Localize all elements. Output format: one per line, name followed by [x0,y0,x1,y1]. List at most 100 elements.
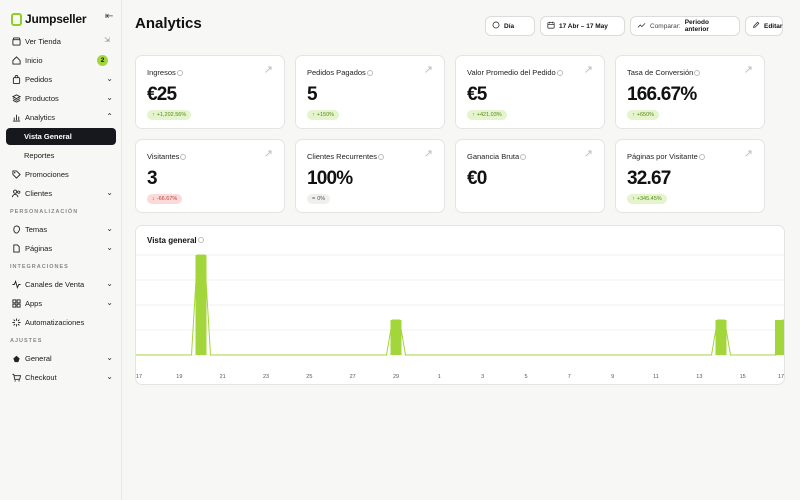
metric-value: 5 [307,84,318,105]
info-icon[interactable] [197,237,204,243]
chart-tick-label: 13 [696,374,702,380]
metric-card-ganancia-bruta[interactable]: Ganancia Bruta ↗ €0 [455,139,605,213]
sidebar-item-clientes[interactable]: Clientes ⌄ [6,185,116,202]
info-icon[interactable] [698,154,705,160]
arrow-up-right-icon[interactable]: ↗ [423,148,433,160]
metric-value: 166.67% [627,84,697,105]
metric-label-wrap: Ganancia Bruta [467,152,527,161]
metric-value: 32.67 [627,168,671,189]
arrow-up-right-icon[interactable]: ↗ [263,148,273,160]
period-label: Día [504,22,515,30]
metric-card-tasa-conversion[interactable]: Tasa de Conversión ↗ 166.67% ↑ +650% [615,55,765,129]
metric-card-pedidos-pagados[interactable]: Pedidos Pagados ↗ 5 ↑ +150% [295,55,445,129]
chart-tick-label: 3 [481,374,484,380]
metric-label: Páginas por Visitante [627,152,698,161]
sidebar-item-label: Páginas [25,244,53,253]
sidebar-item-canales-de-venta[interactable]: Canales de Venta ⌄ [6,276,116,293]
delta-value: +421.03% [476,112,502,118]
sidebar-item-ver-tienda[interactable]: Ver Tienda ⇲ [6,33,116,50]
metric-value: 100% [307,168,353,189]
info-icon[interactable] [378,154,385,160]
sidebar-item-vista-general[interactable]: Vista General [6,128,116,145]
delta-value: +150% [316,112,335,118]
delta-badge: ↑ +150% [307,110,340,120]
compare-button[interactable]: Comparar: Periodo anterior [630,16,740,36]
metric-card-ingresos[interactable]: Ingresos ↗ €25 ↑ +1,202.56% [135,55,285,129]
chart-tick-label: 5 [524,374,527,380]
sidebar-item-inicio[interactable]: Inicio 2 [6,52,116,69]
sidebar-item-analytics[interactable]: Analytics ⌃ [6,109,116,126]
edit-button[interactable]: Editar [745,16,783,36]
metric-card-clientes-recurrentes[interactable]: Clientes Recurrentes ↗ 100% = 0% [295,139,445,213]
delta-value: +1,202.56% [156,112,187,118]
delta-badge: ↑ +650% [627,110,660,120]
arrow-up-right-icon[interactable]: ↗ [583,64,593,76]
sidebar-item-label: Vista General [24,132,72,141]
bag-icon [11,75,21,85]
sidebar-item-promociones[interactable]: Promociones [6,166,116,183]
sidebar-item-label: General [25,354,52,363]
sidebar-item-general[interactable]: General ⌄ [6,350,116,367]
sidebar-item-label: Canales de Venta [25,280,85,289]
collapse-sidebar-icon[interactable]: ⇤ [105,11,114,22]
arrow-up-right-icon[interactable]: ↗ [743,148,753,160]
section-label-ajustes: AJUSTES [10,338,43,344]
sidebar-item-label: Analytics [25,113,56,122]
bar-chart-icon [11,113,21,123]
chart-tick-label: 23 [263,374,269,380]
overview-chart[interactable]: 17 19 21 23 25 27 29 1 3 5 7 9 11 13 15 17 [136,226,785,385]
cart-icon [11,373,21,383]
info-icon[interactable] [366,70,373,76]
delta-badge: ↑ +421.03% [467,110,507,120]
arrow-up-right-icon[interactable]: ↗ [423,64,433,76]
metric-label: Pedidos Pagados [307,68,366,77]
compare-value: Periodo anterior [684,19,709,33]
chart-bar[interactable] [195,255,207,355]
circle-icon [492,21,500,31]
sidebar-item-productos[interactable]: Productos ⌄ [6,90,116,107]
section-label-integraciones: INTEGRACIONES [10,264,69,270]
brand-name: Jumpseller [25,12,87,26]
sidebar-item-apps[interactable]: Apps ⌄ [6,295,116,312]
sidebar-item-checkout[interactable]: Checkout ⌄ [6,369,116,386]
arrow-up-right-icon[interactable]: ↗ [263,64,273,76]
metric-label: Visitantes [147,152,180,161]
info-icon[interactable] [694,70,701,76]
metric-card-visitantes[interactable]: Visitantes ↗ 3 ↓ -66.67% [135,139,285,213]
sidebar-item-automatizaciones[interactable]: Automatizaciones [6,314,116,331]
chart-tick-label: 1 [438,374,441,380]
chevron-down-icon: ⌄ [106,279,113,288]
sidebar-item-reportes[interactable]: Reportes [6,147,116,164]
sidebar-item-paginas[interactable]: Páginas ⌄ [6,240,116,257]
date-range-button[interactable]: 17 Abr – 17 May [540,16,625,36]
external-link-icon: ⇲ [104,37,110,44]
sidebar-item-pedidos[interactable]: Pedidos ⌄ [6,71,116,88]
chevron-down-icon: ⌄ [106,298,113,307]
chart-bar[interactable] [390,320,402,355]
metric-card-valor-promedio[interactable]: Valor Promedio del Pedido ↗ €5 ↑ +421.03% [455,55,605,129]
metric-card-paginas-por-visitante[interactable]: Páginas por Visitante ↗ 32.67 ↑ +345.45% [615,139,765,213]
metric-value: €0 [467,168,487,189]
arrow-up-right-icon[interactable]: ↗ [743,64,753,76]
calendar-icon [547,21,555,31]
chart-tick-label: 25 [306,374,312,380]
period-button[interactable]: Día [485,16,535,36]
chevron-down-icon: ⌄ [106,224,113,233]
sidebar-item-label: Productos [25,94,59,103]
chart-title: Vista general [147,236,197,245]
info-icon[interactable] [556,70,563,76]
chart-tick-label: 9 [611,374,614,380]
arrow-up-right-icon[interactable]: ↗ [583,148,593,160]
date-range-label: 17 Abr – 17 May [559,22,608,30]
delta-value: -66.67% [156,196,178,202]
info-icon[interactable] [176,70,183,76]
info-icon[interactable] [180,154,187,160]
delta-value: 0% [317,196,326,202]
sidebar-item-temas[interactable]: Temas ⌄ [6,221,116,238]
layers-icon [11,94,21,104]
brand[interactable]: Jumpseller [11,12,87,26]
chart-tick-label: 21 [220,374,226,380]
info-icon[interactable] [520,154,527,160]
chart-bar[interactable] [715,320,727,355]
sidebar-item-label: Automatizaciones [25,318,85,327]
